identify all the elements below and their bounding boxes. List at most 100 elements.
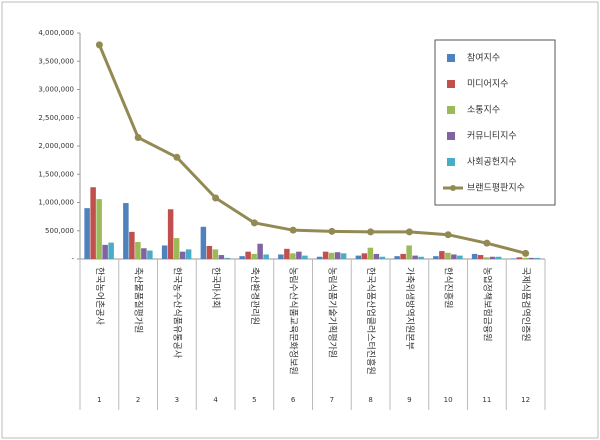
line-marker — [250, 219, 258, 227]
x-tick-label: 축산환경관리원 — [249, 267, 261, 325]
line-marker — [134, 134, 142, 142]
legend-label: 사회공헌지수 — [467, 157, 517, 168]
bar — [96, 199, 102, 259]
bar — [185, 249, 192, 259]
category-number: 10 — [444, 396, 453, 404]
bar — [334, 252, 341, 259]
y-tick-label: 500,000 — [45, 227, 74, 235]
legend-swatch — [447, 106, 455, 114]
legend-box — [434, 39, 556, 206]
category-number: 6 — [291, 396, 296, 404]
bar — [296, 251, 302, 259]
line-marker — [212, 194, 220, 202]
bar — [400, 253, 406, 259]
bar — [284, 248, 290, 259]
bar — [257, 243, 263, 259]
bar — [90, 187, 96, 259]
bar — [483, 257, 490, 259]
bar — [84, 208, 90, 259]
bar — [212, 249, 219, 259]
y-tick-label: 1,000,000 — [38, 199, 74, 207]
legend-label: 브랜드평판지수 — [467, 183, 525, 194]
legend-swatch — [447, 158, 455, 166]
category-number: 11 — [482, 396, 491, 404]
x-tick-label: 농림식품기술기획평가원 — [326, 267, 338, 358]
y-tick-label: 3,500,000 — [38, 57, 74, 65]
bar — [218, 255, 225, 259]
x-tick-label: 가축위생방역지원본부 — [404, 267, 415, 350]
bar — [412, 255, 418, 259]
line-marker — [405, 228, 413, 236]
bar — [108, 242, 114, 259]
y-tick-label: 4,000,000 — [38, 29, 74, 37]
bar — [367, 247, 374, 259]
bar — [206, 246, 213, 259]
legend-label: 미디어지수 — [467, 79, 508, 90]
line-marker — [173, 153, 181, 161]
bar — [516, 257, 523, 259]
bar — [418, 256, 424, 259]
line-marker — [444, 231, 452, 239]
category-number: 1 — [97, 396, 101, 404]
y-tick-label: 1,500,000 — [38, 170, 74, 178]
category-number: 8 — [368, 396, 372, 404]
category-number: 7 — [330, 396, 334, 404]
bar — [355, 255, 362, 259]
bar — [457, 255, 463, 259]
bar — [102, 244, 108, 259]
category-number: 4 — [213, 396, 218, 404]
bar — [379, 256, 386, 259]
legend-swatch — [447, 132, 455, 140]
x-tick-label: 농업정책보험금융원 — [481, 267, 493, 342]
bar — [328, 252, 335, 259]
legend-label: 커뮤니티지수 — [467, 131, 517, 142]
line-marker — [367, 228, 375, 236]
category-number: 12 — [521, 396, 530, 404]
bar — [477, 255, 484, 259]
bar — [522, 257, 529, 259]
bar — [224, 257, 231, 259]
x-tick-label: 한국식품산업클러스터진흥원 — [365, 267, 377, 375]
line-marker — [95, 41, 103, 49]
bar — [528, 257, 535, 259]
x-tick-label: 한국농수산식품유통공사 — [171, 267, 182, 359]
legend-label: 참여지수 — [467, 52, 500, 64]
bar — [173, 238, 180, 259]
bar — [251, 253, 257, 259]
line-marker — [328, 227, 336, 235]
bar — [123, 203, 129, 259]
bar — [433, 256, 439, 259]
bar — [316, 256, 323, 259]
bar — [439, 251, 445, 259]
bar — [373, 253, 380, 259]
bar — [340, 253, 347, 259]
legend-swatch — [447, 54, 455, 62]
bar — [278, 254, 284, 259]
bar — [445, 252, 451, 259]
bar — [263, 254, 269, 259]
bar — [394, 256, 400, 259]
category-number: 9 — [407, 396, 411, 404]
bar — [161, 245, 168, 259]
legend-swatch — [447, 80, 455, 88]
line-marker — [289, 226, 297, 234]
line-marker — [522, 249, 530, 257]
bar — [322, 251, 329, 259]
bar — [141, 248, 147, 259]
bar — [534, 257, 541, 259]
x-tick-label: 축산물품질평가원 — [133, 267, 145, 333]
line-marker — [483, 239, 491, 247]
bar — [200, 226, 207, 259]
bar — [302, 255, 308, 259]
bar — [290, 253, 296, 259]
bar — [361, 253, 368, 259]
x-tick-label: 농림수산식품교육문화정보원 — [288, 267, 300, 375]
x-tick-label: 한국마사회 — [210, 267, 221, 308]
category-number: 2 — [136, 396, 140, 404]
x-tick-label: 국제식품검역인증원 — [520, 267, 532, 342]
y-tick-label: 2,500,000 — [38, 114, 74, 122]
category-number: 5 — [252, 396, 256, 404]
legend-marker — [450, 185, 456, 191]
bar — [129, 231, 135, 259]
bar — [147, 250, 153, 259]
